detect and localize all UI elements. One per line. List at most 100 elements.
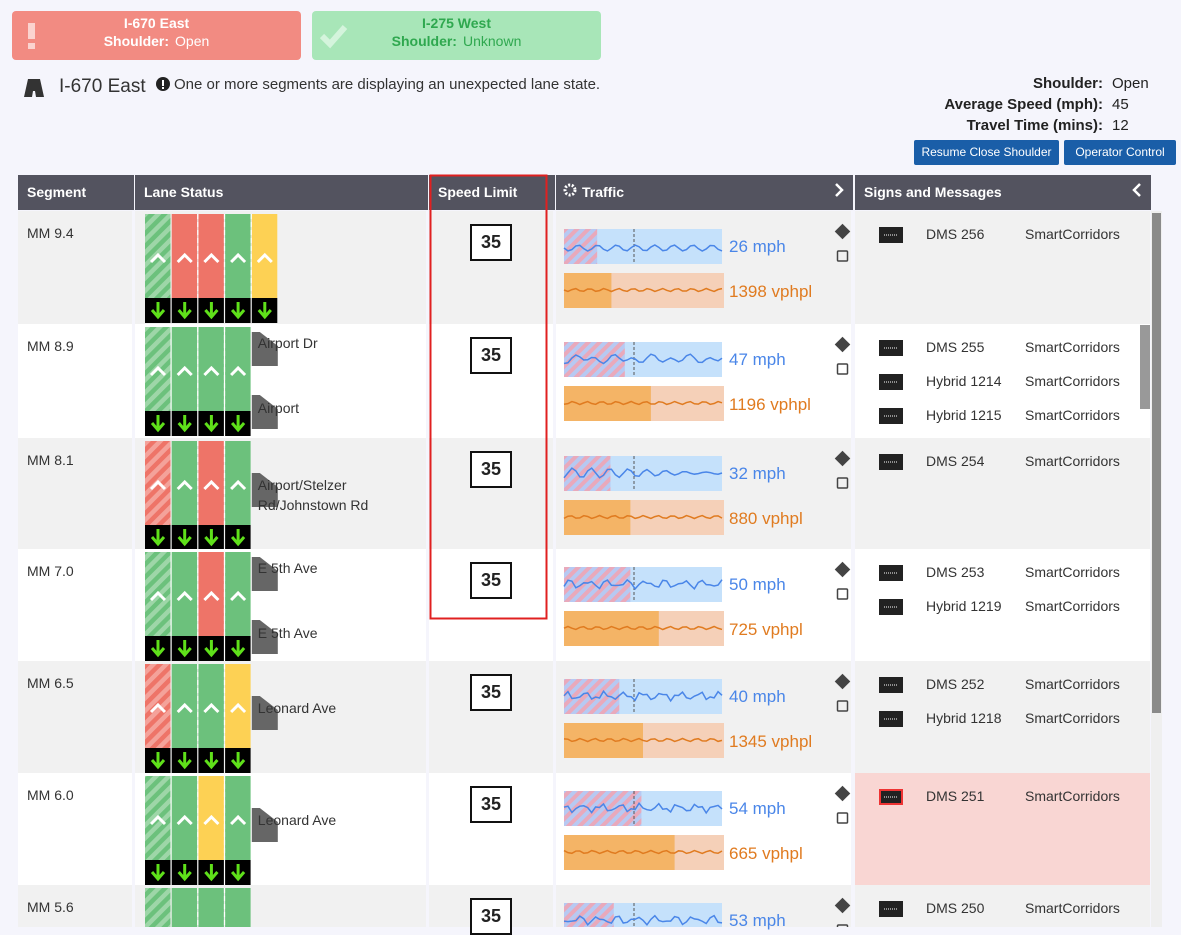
header-title: I-670 East <box>59 76 146 97</box>
lane-chevron <box>230 590 247 602</box>
segment: MM 6.0 <box>27 787 74 803</box>
lane-arrow <box>177 529 192 547</box>
cell <box>855 885 1150 927</box>
sign-name[interactable]: DMS 254 <box>926 453 985 469</box>
exit-name: Airport <box>257 400 300 416</box>
tab-status: Shoulder: Unknown <box>312 33 601 49</box>
segment: MM 8.1 <box>27 452 74 468</box>
volume-fill <box>564 611 659 646</box>
map-icon <box>834 897 851 914</box>
map-icon <box>834 673 851 690</box>
volume-line <box>563 287 723 293</box>
stat-label: Shoulder: <box>1033 75 1103 92</box>
tab-label: Shoulder: <box>391 33 457 49</box>
exit-ramp <box>251 395 278 429</box>
lane-chevron <box>176 365 193 377</box>
volume: 725 vphpl <box>729 620 803 639</box>
lane-arrow <box>177 415 192 433</box>
sign-name[interactable]: DMS 250 <box>926 900 985 916</box>
stat-label: Average Speed (mph): <box>944 96 1103 113</box>
column-header[interactable]: Signs and Messages <box>855 175 1151 210</box>
tab-status: Shoulder: Open <box>12 33 301 49</box>
sign-name[interactable]: DMS 255 <box>926 339 985 355</box>
scroll-thumb-inner <box>1140 325 1150 409</box>
lane-arrow <box>150 864 166 882</box>
sign-name[interactable]: Hybrid 1218 <box>926 710 1002 726</box>
volume-line <box>563 514 723 520</box>
speed: 50 mph <box>729 575 786 594</box>
camera-icon <box>836 812 849 824</box>
volume-line <box>563 849 723 855</box>
sign-source: SmartCorridors <box>1025 453 1120 469</box>
stat-value: 12 <box>1112 117 1129 134</box>
shape <box>28 43 35 49</box>
info-icon <box>156 77 170 91</box>
speed-limit: 35 <box>470 337 512 374</box>
lane-arrow <box>177 864 192 882</box>
sign-source: SmartCorridors <box>1025 598 1120 614</box>
button[interactable]: Operator Control <box>1064 140 1176 165</box>
map-icon <box>834 785 851 802</box>
tab-value: Unknown <box>462 33 522 49</box>
stat-label: Travel Time (mins): <box>966 117 1103 134</box>
sign-name[interactable]: Hybrid 1219 <box>926 598 1002 614</box>
exit-name: Airport Dr <box>257 335 318 351</box>
exit-name: Leonard Ave <box>257 812 337 828</box>
lane-chevron <box>176 252 193 264</box>
camera-icon <box>836 700 849 712</box>
cell <box>18 661 132 773</box>
tab-icon <box>28 23 35 49</box>
lane-arrow <box>177 752 192 770</box>
sign-source: SmartCorridors <box>1025 407 1120 423</box>
sign-name[interactable]: DMS 251 <box>926 788 985 804</box>
segment: MM 6.5 <box>27 675 74 691</box>
exit-ramp <box>251 696 278 730</box>
lane-arrow <box>150 529 166 547</box>
exit-ramp <box>251 557 278 591</box>
volume-line <box>563 737 723 743</box>
map-icon <box>834 223 851 240</box>
speed-limit: 35 <box>470 562 512 599</box>
sign-name[interactable]: DMS 253 <box>926 564 985 580</box>
lane-chevron <box>230 365 247 377</box>
cell <box>855 438 1150 549</box>
sign-name[interactable]: Hybrid 1214 <box>926 373 1002 389</box>
exit-name: Airport/Stelzer Rd/Johnstown Rd <box>257 477 369 513</box>
lane-chevron <box>230 814 247 826</box>
sign-name[interactable]: Hybrid 1215 <box>926 407 1002 423</box>
exit-ramp <box>251 808 278 842</box>
shape <box>28 23 35 39</box>
camera-icon <box>836 924 849 927</box>
exit-name: Leonard Ave <box>257 700 337 716</box>
cell <box>855 211 1150 324</box>
column-header[interactable]: Traffic <box>556 175 853 210</box>
speed-line <box>563 244 723 252</box>
cell <box>18 438 132 549</box>
sign-name[interactable]: DMS 256 <box>926 226 985 242</box>
speed: 26 mph <box>729 237 786 256</box>
lane-arrow <box>150 415 166 433</box>
exit-name: E 5th Ave <box>257 560 318 576</box>
lane-arrow <box>204 640 219 658</box>
lane-arrow <box>177 640 192 658</box>
lane-chevron <box>203 252 220 264</box>
button[interactable]: Resume Close Shoulder <box>914 140 1059 165</box>
shape <box>162 87 164 89</box>
cell <box>18 324 132 438</box>
tab-0[interactable]: I-670 East Shoulder: Open <box>12 11 301 60</box>
speed: 47 mph <box>729 350 786 369</box>
tab-1[interactable]: I-275 West Shoulder: Unknown <box>312 11 601 60</box>
sign-name[interactable]: DMS 252 <box>926 676 985 692</box>
cell <box>855 661 1150 773</box>
sign-source: SmartCorridors <box>1025 710 1120 726</box>
lane-chevron <box>176 702 193 714</box>
lane-chevron <box>149 252 167 264</box>
lane <box>171 888 198 927</box>
lane-chevron <box>176 479 193 491</box>
speed-line <box>563 578 723 591</box>
speed-hatch <box>564 342 625 377</box>
sign-source: SmartCorridors <box>1025 226 1120 242</box>
lane-chevron <box>149 590 167 602</box>
sign-source: SmartCorridors <box>1025 900 1120 916</box>
